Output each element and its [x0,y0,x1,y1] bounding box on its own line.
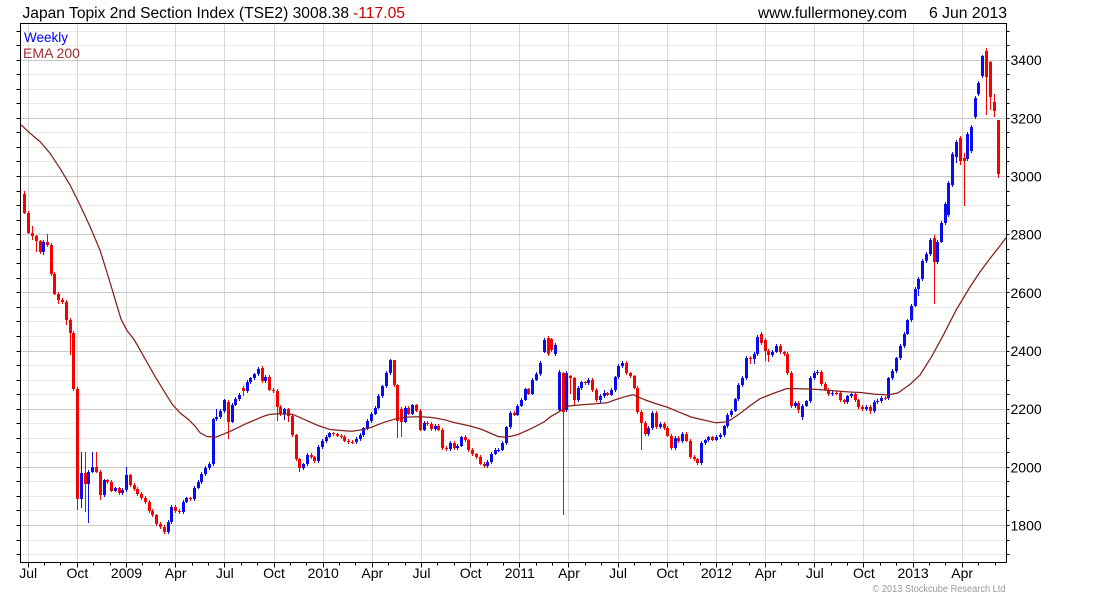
svg-text:Oct: Oct [263,565,285,581]
svg-text:Jul: Jul [216,565,234,581]
svg-text:2012: 2012 [701,565,732,581]
svg-text:EMA 200: EMA 200 [23,46,80,61]
svg-text:Oct: Oct [460,565,482,581]
svg-text:2009: 2009 [111,565,142,581]
svg-text:© 2013 Stockcube Research Ltd: © 2013 Stockcube Research Ltd [873,584,1006,595]
svg-text:Oct: Oct [853,565,875,581]
svg-text:Jul: Jul [609,565,627,581]
svg-text:2013: 2013 [898,565,929,581]
svg-text:2400: 2400 [1011,343,1042,359]
svg-text:2200: 2200 [1011,401,1042,417]
svg-text:2800: 2800 [1011,227,1042,243]
svg-text:Apr: Apr [755,565,777,581]
svg-text:3200: 3200 [1011,110,1042,126]
svg-text:Oct: Oct [656,565,678,581]
svg-text:Apr: Apr [951,565,973,581]
svg-text:1800: 1800 [1011,518,1042,534]
svg-text:Jul: Jul [806,565,824,581]
svg-text:Oct: Oct [67,565,89,581]
svg-text:2000: 2000 [1011,459,1042,475]
svg-text:2010: 2010 [308,565,339,581]
svg-text:Japan Topix 2nd Section Index: Japan Topix 2nd Section Index (TSE2) 300… [23,5,406,22]
svg-text:Jul: Jul [413,565,431,581]
svg-text:Jul: Jul [19,565,37,581]
svg-text:Weekly: Weekly [24,30,68,45]
svg-text:3400: 3400 [1011,52,1042,68]
svg-text:2600: 2600 [1011,285,1042,301]
svg-text:Apr: Apr [361,565,383,581]
svg-text:Apr: Apr [165,565,187,581]
svg-text:2011: 2011 [505,565,535,581]
svg-text:www.fullermoney.com: www.fullermoney.com [757,5,907,22]
svg-text:3000: 3000 [1011,169,1042,185]
svg-text:6 Jun 2013: 6 Jun 2013 [929,5,1007,22]
svg-text:Apr: Apr [558,565,580,581]
